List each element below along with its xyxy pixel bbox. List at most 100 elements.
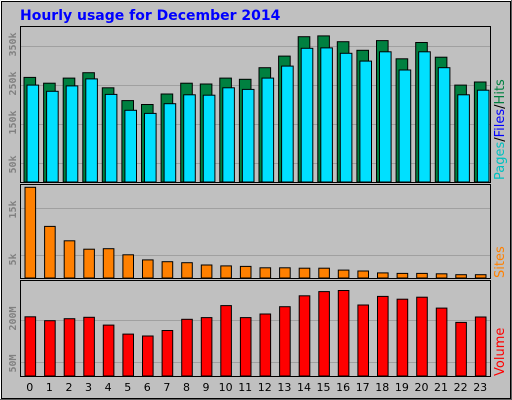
volume-bar-volume xyxy=(161,330,174,377)
hits-files-bar-files xyxy=(85,78,98,183)
hour-label: 16 xyxy=(336,381,350,394)
hits-files-y-tick-label: 250k xyxy=(8,71,19,95)
hour-label: 10 xyxy=(219,381,233,394)
hits-files-bar-files xyxy=(379,51,392,183)
sites-bar-sites xyxy=(416,272,428,279)
sites-bar-sites xyxy=(298,267,311,279)
sites-bar-sites xyxy=(63,240,76,279)
sites-bar-sites xyxy=(318,267,330,279)
volume-panel: 50M 200M xyxy=(8,280,491,377)
hits-files-bar-files xyxy=(339,52,353,183)
volume-bar-volume xyxy=(181,318,193,377)
hits-files-bar-files xyxy=(476,89,490,183)
sites-bar-sites xyxy=(102,248,115,279)
legend-separator-2: / xyxy=(493,104,508,109)
sites-bar-sites xyxy=(239,265,252,279)
sites-bar-sites xyxy=(337,269,350,279)
legend-volume: Volume xyxy=(493,328,508,376)
volume-bar-volume xyxy=(259,313,272,377)
volume-bar-volume xyxy=(377,295,389,377)
hour-label: 2 xyxy=(66,381,73,394)
hour-label: 5 xyxy=(124,381,131,394)
sites-y-tick-label: 5k xyxy=(8,253,19,265)
hits-files-bar-files xyxy=(144,112,157,183)
sites-bar-sites xyxy=(200,264,213,279)
legend-hits: Hits xyxy=(493,79,508,104)
hour-label: 0 xyxy=(26,381,33,394)
hour-label: 8 xyxy=(183,381,190,394)
sites-bar-sites xyxy=(24,186,37,279)
hour-label: 14 xyxy=(297,381,311,394)
volume-bar-volume xyxy=(220,305,232,377)
volume-bar-volume xyxy=(396,298,409,377)
hits-files-bar-files xyxy=(359,60,372,183)
volume-bar-volume xyxy=(416,296,428,377)
hour-label: 23 xyxy=(473,381,487,394)
volume-bar-volume xyxy=(24,316,37,377)
hour-label: 18 xyxy=(375,381,389,394)
hits-files-bar-files xyxy=(46,90,59,183)
legend-hits-files-pages: Pages/Files/Hits xyxy=(493,79,508,180)
volume-bar-volume xyxy=(474,316,487,377)
volume-bar-volume xyxy=(83,316,95,377)
hour-label: 9 xyxy=(203,381,210,394)
hits-files-bar-files xyxy=(437,67,451,183)
volume-bar-volume xyxy=(200,317,213,377)
volume-bar-volume xyxy=(239,317,252,377)
sites-bar-sites xyxy=(83,248,95,279)
sites-bar-sites xyxy=(181,262,193,279)
sites-bar-sites xyxy=(435,273,448,279)
sites-bar-sites xyxy=(259,267,272,279)
sites-plot-area xyxy=(20,184,491,279)
sites-bar-sites xyxy=(474,274,487,279)
hits-files-bar-files xyxy=(202,94,216,183)
volume-bar-volume xyxy=(337,290,350,377)
hour-label: 4 xyxy=(105,381,112,394)
volume-y-tick-label: 200M xyxy=(8,306,19,330)
sites-y-tick-label: 15k xyxy=(8,200,19,218)
hour-label: 3 xyxy=(85,381,92,394)
volume-bar-volume xyxy=(142,335,154,377)
hits-files-bar-files xyxy=(183,94,196,183)
hits-files-y-tick-label: 50k xyxy=(8,155,19,173)
sites-bar-sites xyxy=(279,267,291,279)
hour-label: 13 xyxy=(277,381,291,394)
hour-label: 15 xyxy=(317,381,331,394)
hour-label: 12 xyxy=(258,381,272,394)
sites-bar-sites xyxy=(455,274,467,279)
hour-axis-labels: 0 1 2 3 4 5 6 7 8 9 10 11 12 13 14 15 16 17 18 19 20 21 22 23 xyxy=(26,381,487,394)
hits-files-bar-files xyxy=(26,84,40,183)
volume-bar-volume xyxy=(455,321,467,377)
hits-files-bar-files xyxy=(65,85,79,183)
hour-label: 22 xyxy=(454,381,468,394)
volume-bar-volume xyxy=(102,324,115,377)
volume-bar-volume xyxy=(318,291,330,377)
sites-panel: 5k 15k xyxy=(8,184,491,279)
hits-files-y-tick-label: 150k xyxy=(8,110,19,134)
hour-label: 11 xyxy=(238,381,252,394)
legend-separator-1: / xyxy=(493,137,508,142)
hour-label: 19 xyxy=(395,381,409,394)
hour-label: 6 xyxy=(144,381,151,394)
hits-files-plot-area xyxy=(20,26,491,183)
hits-files-panel: 50k 150k 250k 350k xyxy=(8,26,491,183)
sites-bar-sites xyxy=(122,254,135,279)
hits-files-bar-files xyxy=(418,51,431,183)
sites-bar-sites xyxy=(161,261,174,279)
sites-bar-sites xyxy=(142,259,154,279)
sites-bar-sites xyxy=(377,272,389,279)
volume-bar-volume xyxy=(63,318,76,377)
hour-label: 7 xyxy=(163,381,170,394)
volume-y-tick-label: 50M xyxy=(8,354,19,372)
legend-pages: Pages xyxy=(493,142,508,180)
hits-files-bar-files xyxy=(124,109,138,183)
volume-bar-volume xyxy=(44,320,56,377)
volume-bar-volume xyxy=(435,307,448,377)
volume-bar-volume xyxy=(298,295,311,377)
hits-files-y-tick-label: 350k xyxy=(8,32,19,56)
hits-files-bar-files xyxy=(281,65,294,183)
hits-files-bar-files xyxy=(104,93,118,183)
hits-files-bar-files xyxy=(320,47,333,183)
